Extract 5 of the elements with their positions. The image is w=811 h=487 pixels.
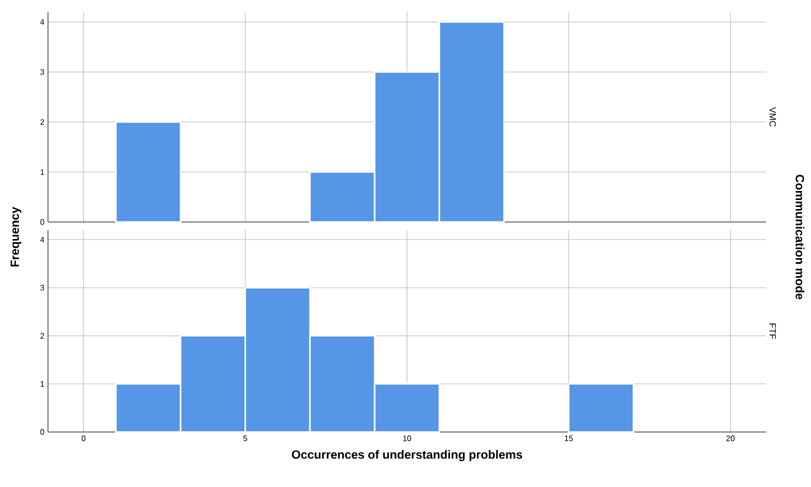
- x-axis-title: Occurrences of understanding problems: [292, 450, 522, 462]
- y2-axis-title: Communication mode: [796, 174, 804, 300]
- text: VMC: [770, 107, 776, 127]
- y-axis-title: Frequency: [10, 206, 22, 266]
- text: FTF: [770, 324, 776, 339]
